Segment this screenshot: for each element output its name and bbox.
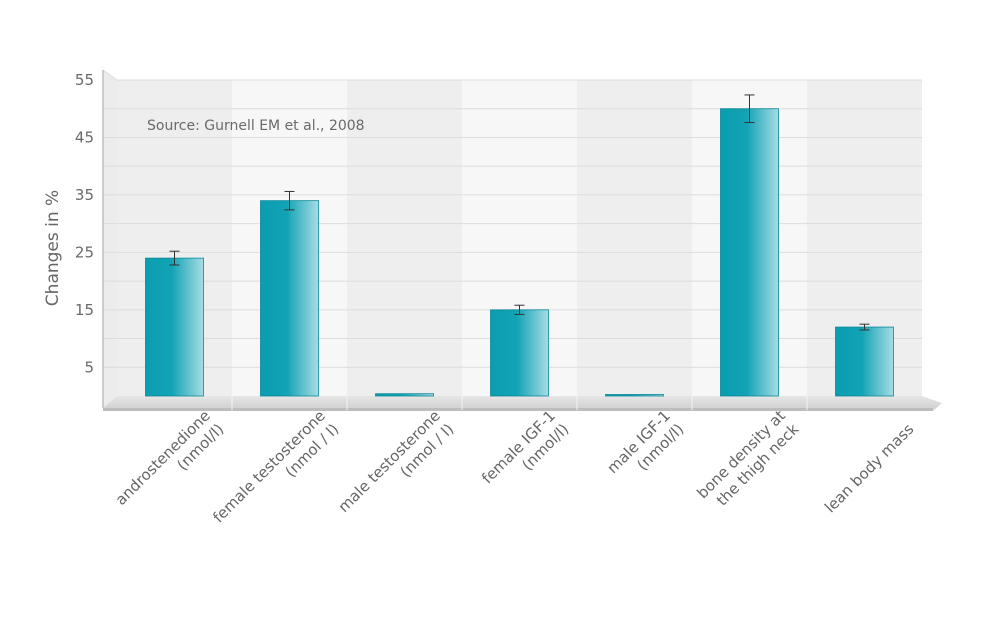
svg-text:bone density atthe thigh neck: bone density atthe thigh neck — [693, 406, 802, 515]
bar — [835, 326, 894, 397]
x-tick-label: male IGF-1(nmol/l) — [603, 407, 687, 491]
y-tick-label: 5 — [84, 358, 94, 376]
source-annotation: Source: Gurnell EM et al., 2008 — [147, 118, 365, 134]
left-wall — [103, 70, 117, 408]
plot-band — [347, 80, 462, 396]
x-axis-labels: androstenedione(nmol/l)female testostero… — [112, 406, 918, 540]
x-tick-label: lean body mass — [821, 420, 917, 516]
svg-text:male testosterone(nmol / l): male testosterone(nmol / l) — [335, 407, 458, 530]
bars — [145, 108, 894, 397]
chart-floor — [102, 70, 942, 411]
svg-text:androstenedione(nmol/l): androstenedione(nmol/l) — [112, 407, 228, 523]
floor-top — [103, 396, 942, 410]
bar — [490, 309, 549, 397]
y-tick-label: 15 — [75, 301, 94, 319]
y-axis-title: Changes in % — [43, 190, 63, 306]
x-tick-label: female IGF-1(nmol/l) — [478, 407, 572, 501]
y-tick-label: 55 — [75, 71, 94, 89]
bar — [260, 200, 319, 397]
y-axis-ticks: 5 15 25 35 45 55 — [75, 71, 94, 376]
bar — [375, 393, 434, 397]
plot-band — [577, 80, 692, 396]
x-tick-label: bone density atthe thigh neck — [693, 406, 802, 515]
y-tick-label: 35 — [75, 186, 94, 204]
bar — [605, 394, 664, 397]
y-tick-label: 45 — [75, 128, 94, 146]
bar — [720, 108, 779, 397]
bar — [145, 257, 204, 397]
x-tick-label-line: female testosterone — [209, 407, 329, 527]
floor-edge — [103, 408, 933, 411]
svg-text:lean body mass: lean body mass — [821, 420, 917, 516]
x-tick-label: female testosterone(nmol / l) — [209, 407, 342, 540]
svg-text:male IGF-1(nmol/l): male IGF-1(nmol/l) — [603, 407, 687, 491]
x-tick-label-line: lean body mass — [821, 420, 917, 516]
error-bars — [169, 94, 870, 331]
x-tick-label: androstenedione(nmol/l) — [112, 407, 228, 523]
y-tick-label: 25 — [75, 243, 94, 261]
wall-gridline — [102, 69, 118, 81]
x-tick-label: male testosterone(nmol / l) — [335, 407, 458, 530]
svg-text:female testosterone(nmol / l): female testosterone(nmol / l) — [209, 407, 342, 540]
svg-text:female IGF-1(nmol/l): female IGF-1(nmol/l) — [478, 407, 572, 501]
